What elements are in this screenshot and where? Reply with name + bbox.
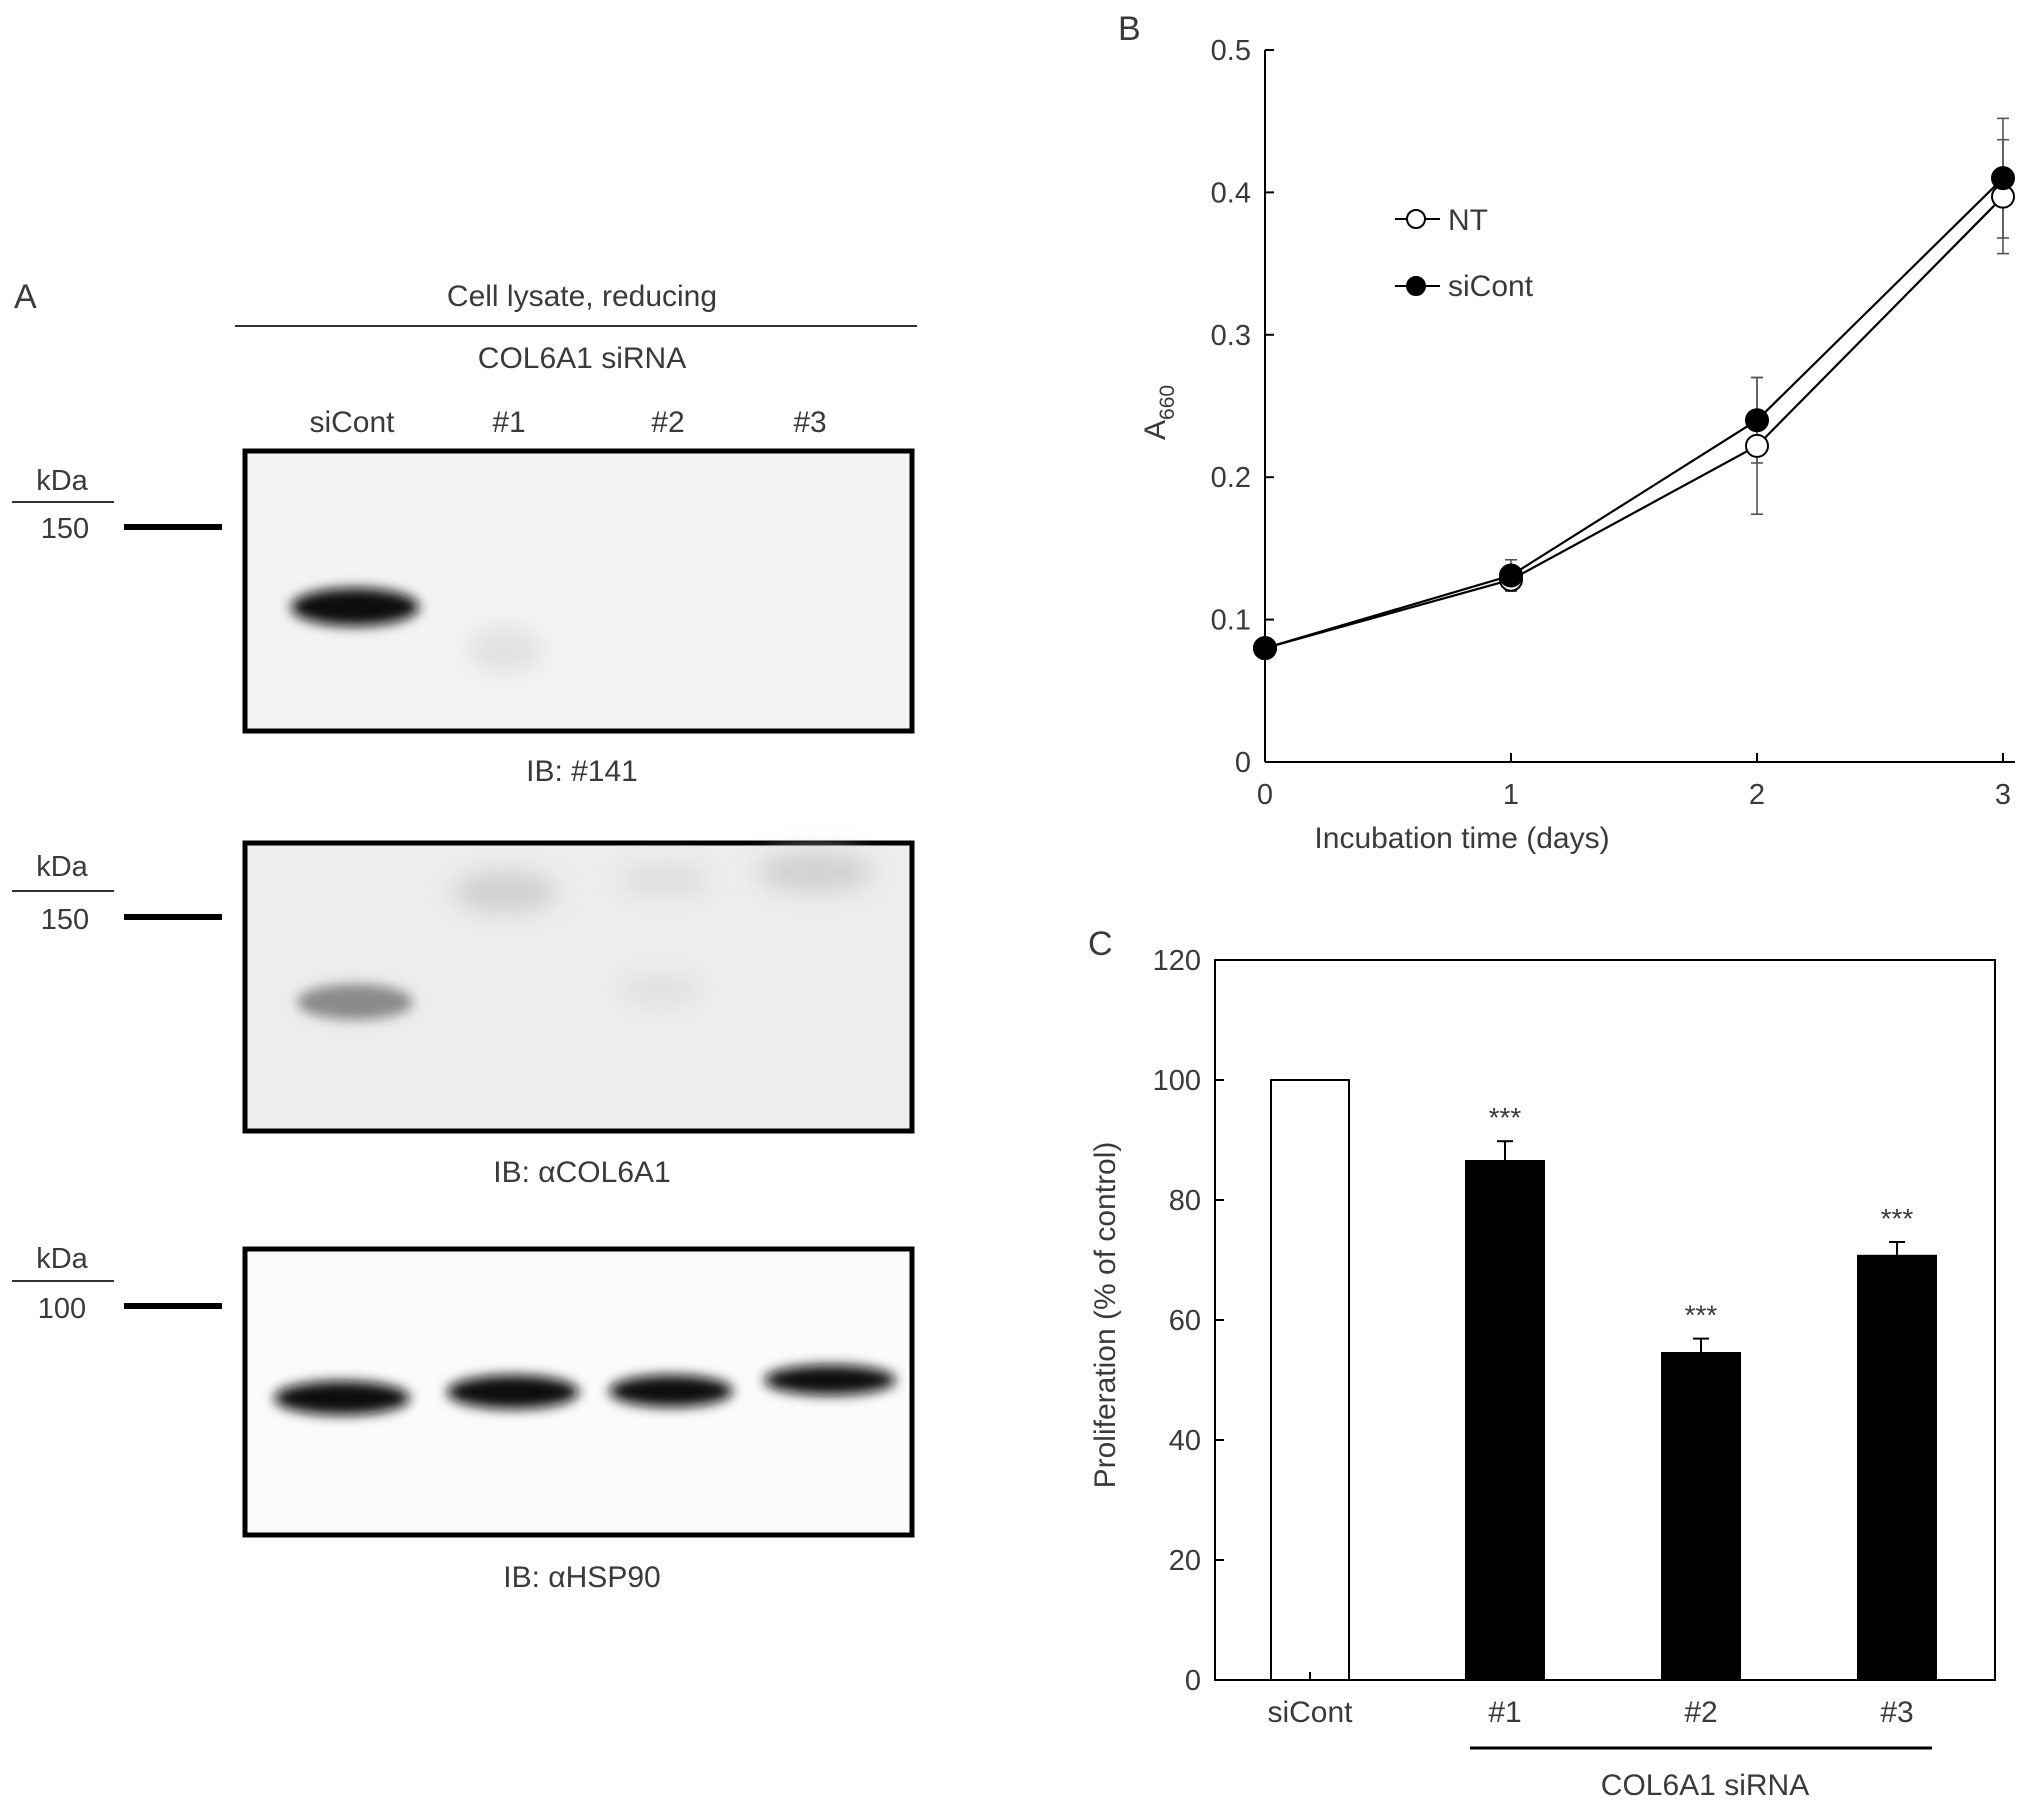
bar-chart-x-tick-label: #3 — [1880, 1696, 1913, 1729]
line-chart-y-axis-title-main: A — [1139, 420, 1172, 440]
point-sicont — [1499, 563, 1523, 588]
significance-marker: *** — [1685, 1300, 1718, 1331]
blot-3-caption: IB: αHSP90 — [503, 1561, 660, 1594]
blot-2-smear-2b — [620, 976, 700, 1004]
panel-c-label: C — [1088, 925, 1113, 963]
lane-label-2: #2 — [651, 406, 684, 439]
legend-label-sicont: siCont — [1448, 270, 1534, 303]
bar-chart-y-tick-label: 20 — [1169, 1545, 1201, 1577]
bar-chart-y-tick-label: 60 — [1169, 1305, 1201, 1337]
line-chart-y-tick-label: 0 — [1235, 747, 1251, 779]
bar — [1270, 1079, 1350, 1681]
blot-2-smear-2 — [620, 865, 710, 895]
bar-chart-y-axis-title: Proliferation (% of control) — [1089, 1142, 1122, 1489]
line-nt — [1264, 195, 2004, 650]
line-chart-y-axis-title: A660 — [1139, 385, 1179, 440]
panel-a: A Cell lysate, reducing COL6A1 siRNA siC… — [12, 278, 917, 1594]
point-sicont — [1253, 636, 1277, 661]
line-chart-y-axis-title-sub: 660 — [1156, 385, 1179, 420]
blot-1: kDa 150 IB: #141 — [12, 448, 915, 788]
line-chart-x-axis-title: Incubation time (days) — [1314, 822, 1609, 855]
line-chart-x-tick-label: 1 — [1503, 779, 1519, 811]
blot-3-band-sicont — [274, 1381, 410, 1415]
point-sicont — [1745, 408, 1769, 433]
line-chart-legend: NT siCont — [1395, 204, 1534, 303]
blot-2-band-sicont — [297, 984, 413, 1020]
bar-chart-y-tick-label: 80 — [1169, 1185, 1201, 1217]
blot-3: kDa 100 IB: αHSP90 — [12, 1243, 915, 1594]
bar-chart-y-tick-label: 100 — [1153, 1065, 1201, 1097]
blot-3-marker-label: 100 — [38, 1293, 86, 1325]
line-chart-y-tick-label: 0.1 — [1211, 605, 1251, 637]
bar-chart-x-labels: siCont #1 #2 #3 — [1267, 1672, 1914, 1729]
panel-a-label: A — [14, 278, 37, 316]
point-sicont — [1991, 166, 2015, 191]
line-chart-y-tick-label: 0.2 — [1211, 462, 1251, 494]
legend-marker-sicont — [1406, 276, 1426, 296]
line-chart-x-tick-label: 3 — [1995, 779, 2011, 811]
blot-2-smear-3 — [757, 852, 873, 892]
blot-1-band-sicont — [291, 588, 419, 626]
line-chart-y-ticks: 0 0.1 0.2 0.3 0.4 0.5 — [1211, 35, 1274, 779]
line-chart-y-tick-label: 0.5 — [1211, 35, 1251, 67]
legend-label-nt: NT — [1448, 204, 1488, 237]
blot-2-kda-label: kDa — [36, 851, 88, 883]
line-chart-y-tick-label: 0.3 — [1211, 320, 1251, 352]
bar — [1465, 1160, 1545, 1681]
bar — [1661, 1352, 1741, 1681]
bar-chart-x-tick-label: #1 — [1488, 1696, 1521, 1729]
line-chart-x-tick-label: 2 — [1749, 779, 1765, 811]
point-nt — [1745, 433, 1769, 458]
blot-3-kda-label: kDa — [36, 1243, 88, 1275]
blot-3-band-3 — [764, 1365, 896, 1395]
bar-chart-y-ticks: 0 20 40 60 80 100 120 — [1153, 945, 1224, 1697]
bar-chart-group-label: COL6A1 siRNA — [1601, 1769, 1809, 1800]
line-chart-series — [1253, 117, 2015, 661]
line-chart-x-tick-label: 0 — [1257, 779, 1273, 811]
legend-marker-nt — [1406, 209, 1426, 229]
panel-c: C 0 20 40 60 80 100 120 *** *** *** siCont #1 #2 #3… — [1088, 925, 1996, 1800]
line-chart-x-ticks: 0 1 2 3 — [1257, 753, 2011, 811]
blot-1-marker-label: 150 — [41, 513, 89, 545]
bar-chart-x-tick-label: siCont — [1267, 1696, 1353, 1729]
lane-label-sicont: siCont — [309, 406, 395, 439]
blot-1-kda-label: kDa — [36, 465, 88, 497]
line-chart-y-tick-label: 0.4 — [1211, 177, 1251, 209]
bar-chart-x-tick-label: #2 — [1684, 1696, 1717, 1729]
lane-label-1: #1 — [492, 406, 525, 439]
blot-2: kDa 150 IB: αCOL6A1 — [12, 840, 915, 1189]
blot-3-band-2 — [609, 1375, 733, 1407]
line-sicont — [1264, 177, 2004, 650]
significance-marker: *** — [1881, 1203, 1914, 1234]
blot-2-smear-1 — [453, 872, 557, 912]
panel-b-label: B — [1118, 10, 1141, 48]
blot-2-marker-label: 150 — [41, 904, 89, 936]
panel-b: B 0 0.1 0.2 0.3 0.4 0.5 0 1 2 3 Incubation time … — [1118, 10, 2015, 855]
line-chart-axes — [1264, 50, 2015, 763]
blot-1-smear-1 — [467, 628, 543, 672]
bar-chart-bars: *** *** *** — [1270, 1079, 1937, 1682]
bar — [1857, 1254, 1937, 1682]
blot-1-caption: IB: #141 — [526, 755, 638, 788]
blot-subheader: COL6A1 siRNA — [478, 342, 686, 375]
significance-marker: *** — [1489, 1102, 1522, 1133]
bar-chart-y-tick-label: 120 — [1153, 945, 1201, 977]
bar-chart-y-tick-label: 40 — [1169, 1425, 1201, 1457]
blot-3-band-1 — [447, 1375, 579, 1409]
blot-2-caption: IB: αCOL6A1 — [493, 1156, 670, 1189]
lane-label-3: #3 — [793, 406, 826, 439]
blot-header: Cell lysate, reducing — [447, 280, 717, 313]
bar-chart-y-tick-label: 0 — [1185, 1665, 1201, 1697]
